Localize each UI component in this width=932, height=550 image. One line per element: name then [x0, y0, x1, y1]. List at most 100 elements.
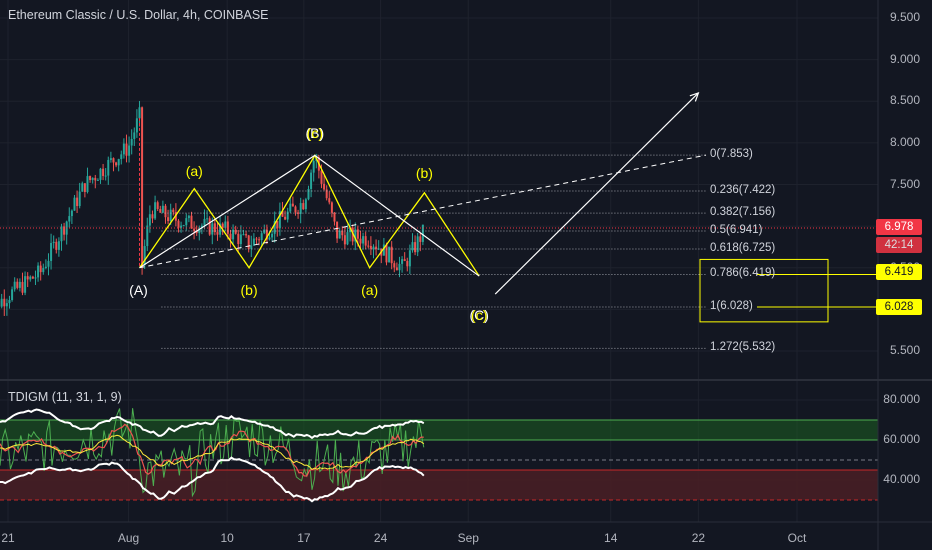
- candle-body: [234, 229, 237, 234]
- price-tick-label: 9.000: [889, 51, 920, 66]
- candle-body: [273, 221, 276, 234]
- candle-body: [375, 246, 378, 250]
- candle-body: [146, 225, 149, 247]
- candle-body: [104, 175, 107, 177]
- candle-body: [37, 265, 40, 278]
- candle-body: [356, 229, 359, 239]
- candle-body: [55, 241, 58, 250]
- candle-body: [268, 237, 271, 240]
- candle-body: [333, 212, 336, 222]
- time-tick-label: 17: [297, 531, 311, 545]
- candle-body: [362, 236, 365, 244]
- candle-body: [255, 238, 258, 240]
- fib-tag-0786: 6.419: [876, 264, 922, 280]
- candle-body: [247, 235, 250, 249]
- time-tick-label: 14: [604, 531, 618, 545]
- candle-body: [211, 223, 214, 235]
- candle-body: [245, 234, 248, 236]
- candle-body: [133, 132, 136, 139]
- candle-body: [164, 205, 167, 218]
- indicator-signal-line: [0, 423, 424, 477]
- candle-body: [78, 191, 81, 207]
- candle-body: [99, 168, 102, 180]
- candle-body: [289, 203, 292, 212]
- candle-body: [408, 250, 411, 267]
- wave-drawings: [0, 91, 878, 349]
- candle-body: [330, 202, 333, 213]
- candle-body: [354, 229, 357, 242]
- candle-body: [260, 233, 263, 241]
- candle-body: [21, 281, 24, 293]
- indicator-tick-label: 40.000: [883, 472, 920, 486]
- candle-body: [286, 211, 289, 220]
- candle-body: [96, 179, 99, 181]
- candle-body: [57, 241, 60, 250]
- candle-body: [73, 197, 76, 211]
- candle-body: [265, 229, 268, 240]
- wave-label-a2: (a): [361, 281, 379, 298]
- candle-body: [304, 199, 307, 210]
- time-tick-label: 22: [691, 531, 706, 545]
- fib-tag-1: 6.028: [876, 299, 922, 315]
- candle-body: [60, 226, 63, 242]
- wave-label-a1: (a): [185, 162, 203, 179]
- candle-body: [216, 232, 219, 235]
- indicator-upper-band: [0, 408, 425, 440]
- candle-body: [252, 238, 255, 246]
- candle-body: [154, 202, 157, 219]
- candle-body: [159, 208, 162, 213]
- candle-body: [5, 303, 8, 307]
- candle-body: [294, 206, 297, 213]
- candle-body: [297, 212, 300, 214]
- candle-body: [169, 209, 172, 222]
- candle-body: [44, 266, 47, 269]
- time-tick-label: 10: [220, 531, 234, 545]
- wave-label-B_overlay: (c): [306, 125, 323, 142]
- candle-body: [143, 246, 146, 266]
- wave-label-b2: (b): [415, 164, 433, 181]
- candle-body: [107, 159, 110, 176]
- indicator-tick-label: 80.000: [883, 392, 920, 406]
- candle-body: [50, 242, 53, 261]
- candle-body: [221, 223, 224, 228]
- candle-body: [130, 138, 133, 146]
- candle-body: [141, 107, 144, 266]
- candle-body: [323, 183, 326, 190]
- candle-body: [94, 177, 97, 181]
- candle-body: [390, 246, 393, 264]
- candle-body: [401, 259, 404, 264]
- fib-target-box: [699, 258, 829, 323]
- candle-body: [203, 218, 206, 226]
- indicator-zones: [0, 419, 878, 501]
- candle-body: [102, 168, 105, 176]
- candle-body: [177, 220, 180, 228]
- candle-body: [226, 221, 229, 234]
- candle-body: [250, 245, 253, 249]
- candle-body: [320, 170, 323, 184]
- candle-body: [8, 300, 11, 304]
- candle-body: [148, 214, 151, 226]
- candle-body: [351, 227, 354, 242]
- candle-body: [382, 244, 385, 256]
- candle-body: [120, 154, 123, 160]
- candle-body: [377, 248, 380, 250]
- candle-body: [328, 198, 331, 203]
- candle-body: [112, 158, 115, 163]
- indicator-lower-band: [0, 456, 425, 503]
- price-tick-label: 5.500: [889, 343, 920, 357]
- wave-label-A: (A): [129, 281, 148, 298]
- candle-body: [302, 203, 305, 210]
- candle-body: [151, 214, 154, 219]
- candle-body: [310, 172, 313, 189]
- candle-body: [395, 267, 398, 271]
- indicator-mid-band: [0, 434, 425, 471]
- fib-label: 0.382(7.156): [710, 206, 776, 219]
- candle-body: [224, 221, 227, 228]
- candle-body: [239, 234, 242, 245]
- candle-body: [42, 268, 45, 273]
- candle-body: [156, 202, 159, 209]
- candle-body: [3, 298, 6, 307]
- price-tick-label: 8.500: [889, 93, 920, 108]
- candle-body: [125, 143, 128, 156]
